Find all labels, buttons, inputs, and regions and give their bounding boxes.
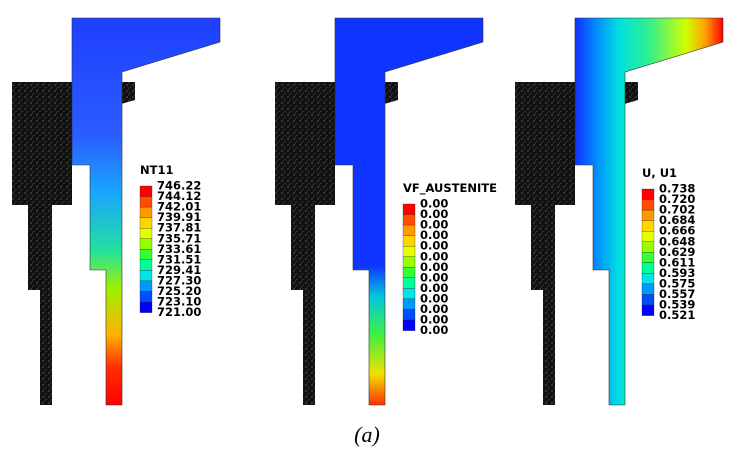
legend-swatch	[402, 309, 416, 321]
legend-swatch	[641, 231, 655, 242]
legend-swatch	[641, 209, 655, 221]
legend-swatch	[641, 273, 655, 285]
legend-label: 0.00	[420, 239, 448, 253]
legend-label: 0.738	[659, 182, 695, 196]
legend-label: 0.00	[420, 228, 448, 242]
legend-swatch	[641, 304, 655, 316]
legend-label: 0.00	[420, 323, 448, 337]
caption: (a)	[354, 422, 380, 447]
legend-label: 725.20	[157, 284, 201, 298]
legend-swatch	[402, 319, 416, 331]
legend-label: 0.702	[659, 203, 695, 217]
panel: NT11 746.22744.12742.01739.91737.81735.71…	[12, 17, 221, 406]
legend-swatch	[641, 199, 655, 211]
legend-label: 735.71	[157, 231, 201, 245]
legend-label: 727.30	[157, 273, 201, 287]
legend-label: 733.61	[157, 242, 201, 256]
legend-label: 721.00	[157, 305, 201, 319]
legend-label: 723.10	[157, 295, 201, 309]
legend-label: 0.00	[420, 291, 448, 305]
legend-label: 0.593	[659, 266, 695, 280]
legend-swatch	[402, 214, 416, 226]
legend-swatch	[641, 262, 655, 274]
legend-swatch	[402, 288, 416, 300]
mold	[275, 82, 398, 405]
legend-label: 0.720	[659, 192, 695, 206]
legend-swatch	[139, 228, 153, 239]
legend-swatch	[402, 224, 416, 236]
legend-swatch	[402, 277, 416, 289]
legend-swatch	[641, 220, 655, 232]
legend-title: U, U1	[642, 166, 677, 180]
legend-label: 0.00	[420, 207, 448, 221]
legend-label: 0.00	[420, 249, 448, 263]
legend-swatch	[139, 249, 153, 261]
legend-label: 0.00	[420, 313, 448, 327]
legend-swatch	[139, 206, 153, 218]
legend-label: 0.611	[659, 255, 695, 269]
legend-swatch	[139, 291, 153, 303]
legend-label: 737.81	[157, 221, 201, 235]
part	[71, 17, 221, 406]
legend-swatch	[139, 217, 153, 229]
legend-swatch	[641, 283, 655, 295]
legend-swatch	[641, 241, 655, 253]
legend-label: 744.12	[157, 189, 201, 203]
legend-label: 0.00	[420, 302, 448, 316]
legend-swatch	[139, 196, 153, 208]
legend-swatch	[139, 301, 153, 313]
legend-title: NT11	[140, 163, 173, 177]
legend-title: VF_AUSTENITE	[403, 181, 497, 196]
legend-label: 729.41	[157, 263, 201, 277]
legend-label: 0.648	[659, 234, 695, 248]
legend-label: 739.91	[157, 210, 201, 224]
legend-swatch	[641, 188, 655, 200]
legend-label: 0.684	[659, 213, 695, 227]
legend-swatch	[402, 246, 416, 257]
legend-label: 0.00	[420, 218, 448, 232]
legend-swatch	[402, 256, 416, 268]
mold	[12, 82, 135, 405]
legend-swatch	[402, 298, 416, 310]
legend-label: 746.22	[157, 179, 201, 193]
legend-swatch	[139, 280, 153, 292]
legend-label: 0.00	[420, 260, 448, 274]
legend-label: 0.539	[659, 298, 695, 312]
legend-swatch	[402, 235, 416, 247]
panel: VF_AUSTENITE0.000.000.000.000.000.000.00…	[275, 17, 497, 406]
part	[334, 17, 484, 406]
legend-label: 0.00	[420, 197, 448, 211]
legend-label: 0.575	[659, 276, 695, 290]
legend-swatch	[641, 252, 655, 264]
mold	[515, 82, 638, 405]
legend-label: 0.629	[659, 245, 695, 259]
legend-swatch	[402, 203, 416, 215]
panel: U, U1 0.7380.7200.7020.6840.6660.6480.629…	[515, 17, 724, 406]
part	[574, 17, 724, 406]
legend-swatch	[641, 294, 655, 306]
legend-label: 0.00	[420, 281, 448, 295]
legend-swatch	[139, 185, 153, 197]
legend-swatch	[139, 259, 153, 271]
legend-label: 731.51	[157, 252, 201, 266]
legend-label: 0.00	[420, 270, 448, 284]
legend-swatch	[402, 267, 416, 278]
legend-label: 0.557	[659, 287, 695, 301]
legend-label: 0.666	[659, 224, 695, 238]
legend-swatch	[139, 270, 153, 282]
legend-label: 0.521	[659, 308, 695, 322]
legend-label: 742.01	[157, 200, 201, 214]
legend-swatch	[139, 238, 153, 250]
